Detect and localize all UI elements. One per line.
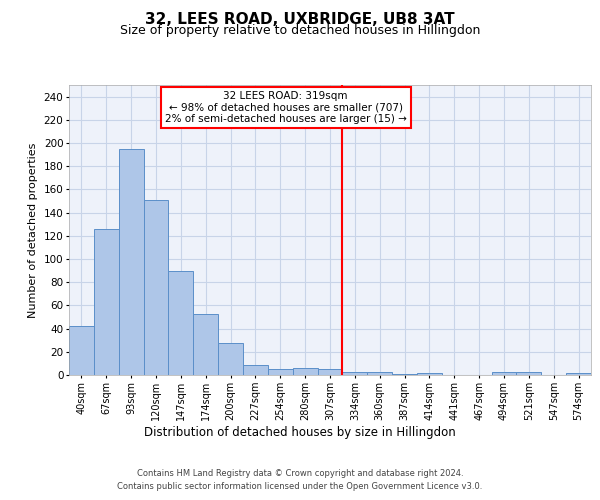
Text: Size of property relative to detached houses in Hillingdon: Size of property relative to detached ho… bbox=[120, 24, 480, 37]
Text: Contains public sector information licensed under the Open Government Licence v3: Contains public sector information licen… bbox=[118, 482, 482, 491]
Text: Contains HM Land Registry data © Crown copyright and database right 2024.: Contains HM Land Registry data © Crown c… bbox=[137, 468, 463, 477]
Bar bbox=[169, 270, 193, 375]
Bar bbox=[392, 374, 417, 375]
Bar bbox=[417, 372, 442, 375]
Bar bbox=[69, 326, 94, 375]
Text: Distribution of detached houses by size in Hillingdon: Distribution of detached houses by size … bbox=[144, 426, 456, 439]
Bar bbox=[193, 314, 218, 375]
Y-axis label: Number of detached properties: Number of detached properties bbox=[28, 142, 38, 318]
Bar bbox=[143, 200, 169, 375]
Bar bbox=[566, 372, 591, 375]
Text: 32 LEES ROAD: 319sqm
← 98% of detached houses are smaller (707)
2% of semi-detac: 32 LEES ROAD: 319sqm ← 98% of detached h… bbox=[164, 91, 407, 124]
Bar bbox=[268, 369, 293, 375]
Bar bbox=[94, 229, 119, 375]
Bar bbox=[317, 369, 343, 375]
Bar bbox=[119, 149, 143, 375]
Bar bbox=[517, 372, 541, 375]
Bar bbox=[293, 368, 317, 375]
Text: 32, LEES ROAD, UXBRIDGE, UB8 3AT: 32, LEES ROAD, UXBRIDGE, UB8 3AT bbox=[145, 12, 455, 28]
Bar bbox=[243, 364, 268, 375]
Bar bbox=[218, 342, 243, 375]
Bar bbox=[367, 372, 392, 375]
Bar bbox=[343, 372, 367, 375]
Bar bbox=[491, 372, 517, 375]
